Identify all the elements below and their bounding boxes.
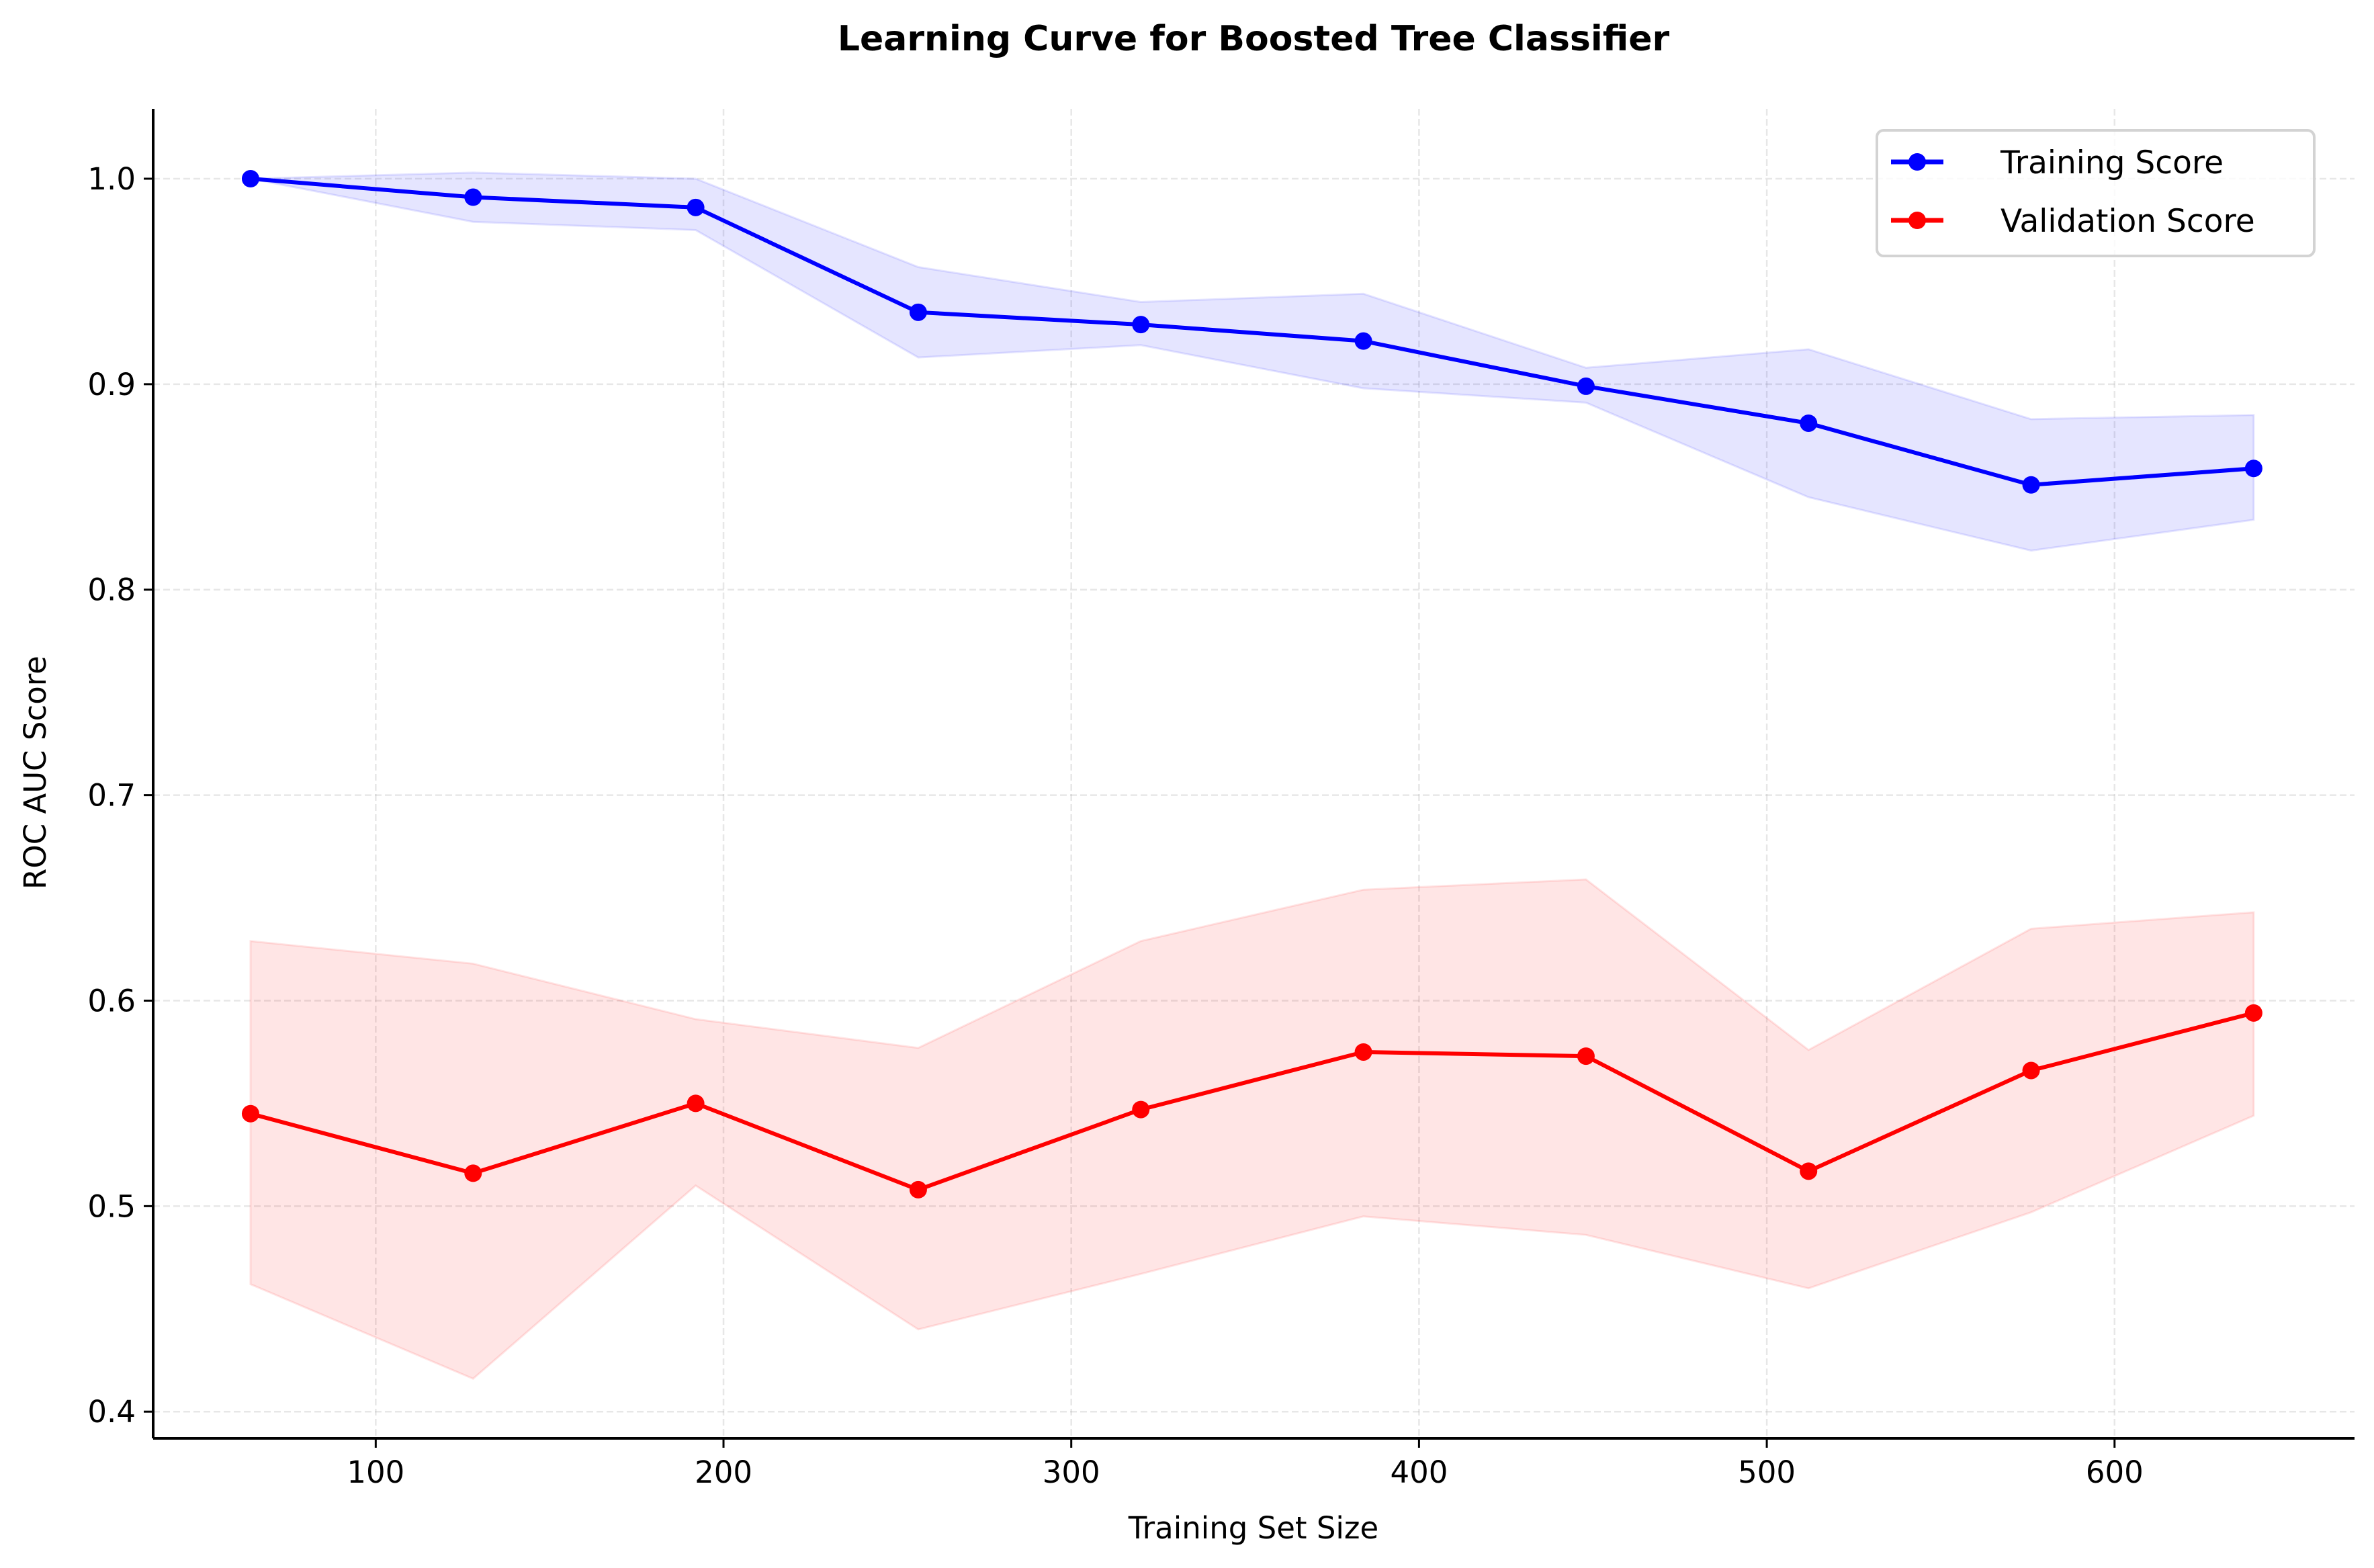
y-tick-label: 0.6 [87, 983, 136, 1018]
y-tick-label: 1.0 [87, 161, 136, 197]
y-axis-label: ROC AUC Score [17, 656, 53, 889]
validation-point [241, 1104, 259, 1123]
training-point [1577, 377, 1595, 395]
training-point [1132, 316, 1150, 334]
axes: 100 200 300 400 500 600 0.4 0.5 0.6 0.7 0.8 0.9 1.0 [87, 109, 2355, 1490]
legend-label-training: Training Score [2000, 144, 2224, 181]
x-tick-label: 100 [347, 1454, 404, 1490]
validation-point [464, 1164, 482, 1182]
legend-marker-validation [1908, 212, 1926, 229]
x-tick-label: 400 [1390, 1454, 1448, 1490]
y-tick-label: 0.9 [87, 367, 136, 402]
y-tick-label: 0.5 [87, 1188, 136, 1224]
training-point [909, 303, 927, 321]
y-tick-label: 0.4 [87, 1394, 136, 1430]
y-tick-label: 0.7 [87, 778, 136, 814]
training-point [2022, 476, 2040, 494]
x-tick-label: 500 [1738, 1454, 1796, 1490]
training-point [1800, 414, 1818, 432]
legend-label-validation: Validation Score [2001, 203, 2255, 240]
grid [153, 109, 2355, 1438]
validation-point [1577, 1047, 1595, 1065]
legend: Training Score Validation Score [1876, 129, 2316, 257]
legend-marker-training [1908, 153, 1926, 171]
validation-point [909, 1180, 927, 1199]
training-point [464, 188, 482, 206]
x-axis-label: Training Set Size [1128, 1510, 1378, 1546]
y-tick-label: 0.8 [87, 572, 136, 608]
training-point [2244, 460, 2262, 478]
validation-line [250, 1010, 2254, 1192]
validation-point [2022, 1061, 2040, 1080]
x-tick-label: 200 [695, 1454, 752, 1490]
validation-band [249, 878, 2255, 1381]
validation-point [687, 1094, 705, 1113]
series-lines [241, 169, 2262, 1199]
legend-frame [1876, 129, 2316, 257]
validation-point [1354, 1043, 1372, 1061]
training-line [250, 177, 2254, 487]
training-point [1354, 332, 1372, 350]
validation-point [1800, 1162, 1818, 1180]
x-tick-label: 600 [2086, 1454, 2144, 1490]
validation-point [2244, 1004, 2262, 1022]
validation-point [1132, 1100, 1150, 1119]
chart-title: Learning Curve for Boosted Tree Classifi… [838, 19, 1670, 59]
training-point [687, 198, 705, 216]
x-tick-label: 300 [1043, 1454, 1100, 1490]
training-point [241, 169, 259, 187]
confidence-bands [249, 171, 2255, 1381]
